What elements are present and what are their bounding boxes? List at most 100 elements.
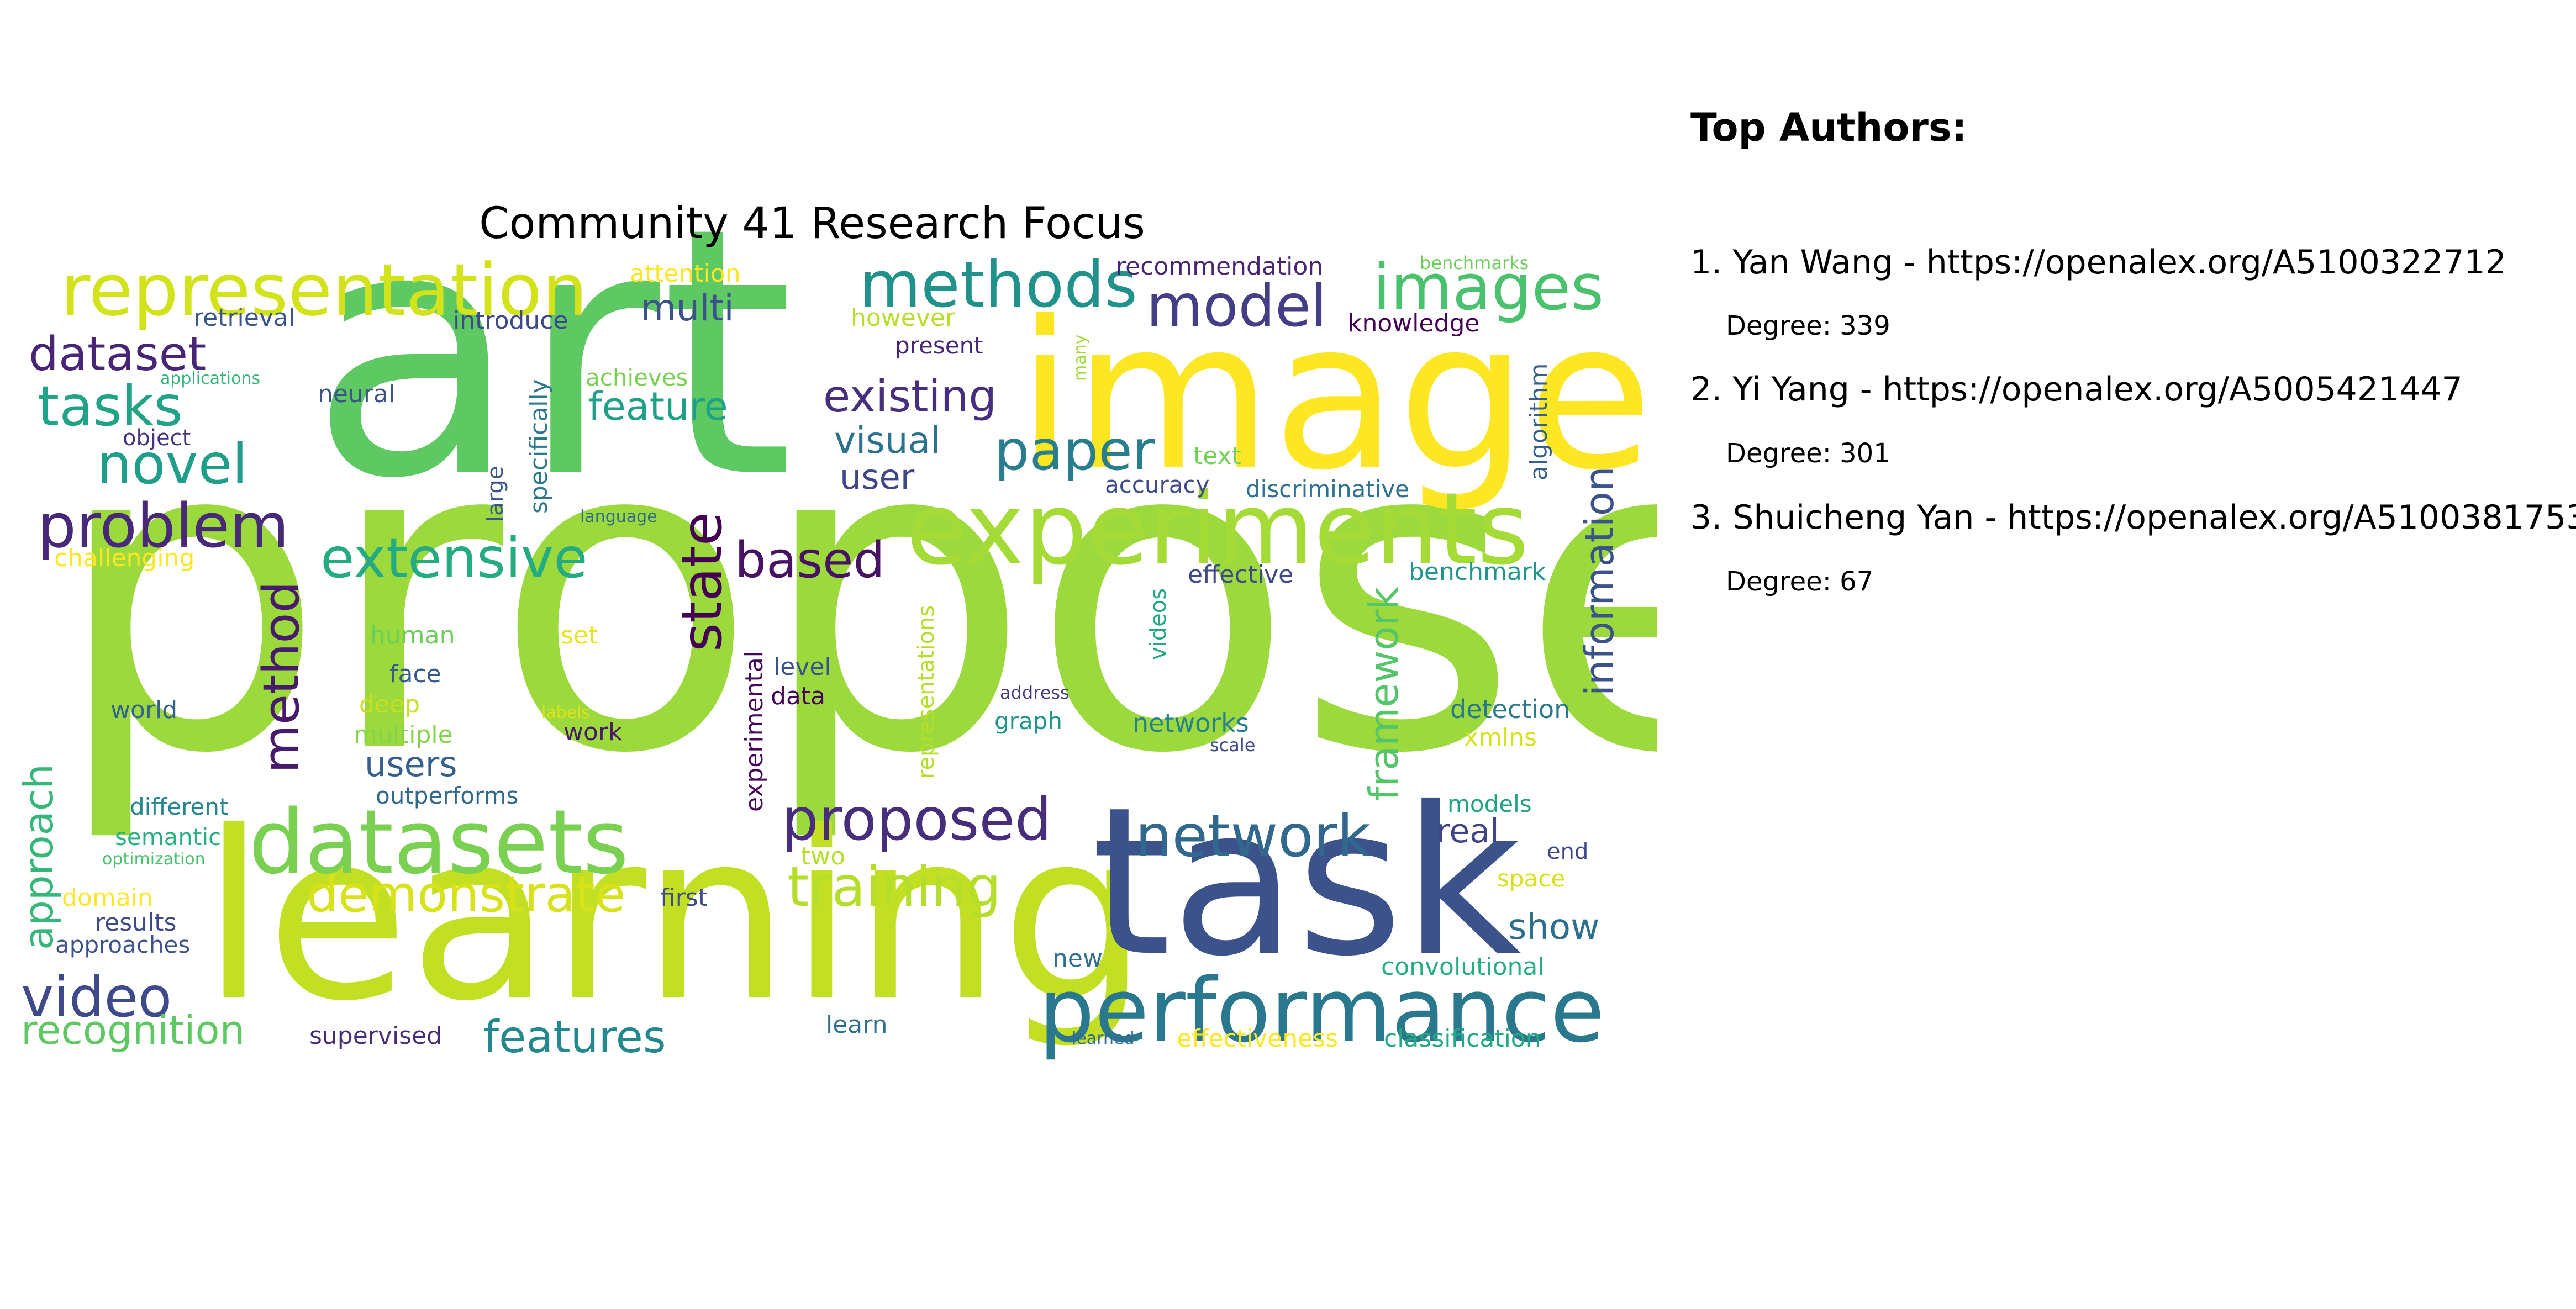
word-introduce: introduce: [453, 307, 568, 335]
word-show: show: [1508, 907, 1599, 948]
word-graph: graph: [994, 708, 1062, 735]
word-space: space: [1497, 865, 1565, 892]
word-scale: scale: [1210, 735, 1255, 756]
word-supervised: supervised: [309, 1022, 442, 1050]
word-labels: labels: [541, 703, 590, 722]
word-accuracy: accuracy: [1105, 471, 1210, 498]
word-level: level: [773, 653, 831, 681]
top-authors-heading: Top Authors:: [1690, 105, 1967, 150]
word-challenging: challenging: [54, 544, 194, 572]
word-different: different: [130, 793, 228, 820]
word-datasets: datasets: [249, 790, 629, 894]
word-new: new: [1052, 944, 1103, 973]
word-learned: learned: [1072, 1029, 1135, 1048]
word-models: models: [1447, 790, 1532, 817]
word-convolutional: convolutional: [1381, 953, 1545, 981]
word-experimental: experimental: [740, 651, 768, 812]
word-set: set: [561, 621, 598, 650]
word-work: work: [563, 718, 623, 746]
word-retrieval: retrieval: [193, 304, 295, 332]
word-domain: domain: [62, 884, 153, 912]
word-visual: visual: [834, 419, 940, 462]
word-object: object: [123, 425, 191, 451]
word-tasks: tasks: [38, 374, 183, 439]
word-data: data: [771, 682, 825, 710]
word-two: two: [801, 842, 845, 870]
word-algorithm: algorithm: [1525, 363, 1553, 481]
word-human: human: [370, 621, 455, 650]
word-method: method: [252, 581, 310, 773]
author-line-1: 1. Yan Wang - https://openalex.org/A5100…: [1690, 243, 2506, 282]
author-degree-2: Degree: 301: [1726, 438, 1890, 469]
word-present: present: [895, 332, 983, 359]
word-users: users: [365, 744, 457, 784]
word-network: network: [1135, 803, 1371, 870]
word-model: model: [1146, 272, 1327, 340]
chart-title: Community 41 Research Focus: [479, 199, 1145, 249]
word-based: based: [735, 531, 885, 589]
word-classification: classification: [1384, 1025, 1541, 1053]
word-world: world: [110, 696, 177, 724]
word-methods: methods: [859, 248, 1137, 322]
word-proposed: proposed: [782, 786, 1052, 853]
word-xmlns: xmlns: [1464, 724, 1537, 752]
word-multi: multi: [641, 287, 734, 329]
word-images: images: [1373, 251, 1604, 325]
word-face: face: [389, 660, 441, 688]
word-multiple: multiple: [354, 721, 453, 749]
author-degree-1: Degree: 339: [1726, 310, 1890, 341]
word-real: real: [1436, 812, 1499, 851]
word-experiments: experiments: [906, 472, 1529, 587]
word-text: text: [1193, 442, 1241, 470]
word-language: language: [580, 507, 657, 526]
word-specifically: specifically: [525, 379, 553, 514]
word-many: many: [1071, 335, 1090, 381]
word-semantic: semantic: [115, 824, 221, 851]
word-recommendation: recommendation: [1116, 252, 1323, 281]
word-existing: existing: [823, 371, 997, 422]
word-video: video: [21, 965, 172, 1030]
word-detection: detection: [1450, 694, 1570, 724]
author-line-2: 2. Yi Yang - https://openalex.org/A50054…: [1690, 370, 2463, 409]
word-outperforms: outperforms: [376, 782, 518, 809]
word-training: training: [787, 854, 1001, 919]
word-recognition: recognition: [21, 1007, 245, 1053]
word-problem: problem: [38, 490, 289, 561]
word-end: end: [1547, 839, 1588, 864]
word-effective: effective: [1188, 561, 1293, 589]
word-results: results: [95, 909, 176, 937]
word-learn: learn: [826, 1011, 887, 1039]
word-effectiveness: effectiveness: [1177, 1025, 1338, 1053]
word-achieves: achieves: [586, 364, 688, 391]
word-optimization: optimization: [102, 849, 206, 869]
word-state: state: [670, 512, 734, 652]
word-representation: representation: [61, 248, 587, 332]
word-neural: neural: [318, 380, 395, 408]
word-performance: performance: [1039, 959, 1605, 1062]
word-features: features: [483, 1011, 666, 1063]
word-approaches: approaches: [55, 931, 190, 958]
word-benchmark: benchmark: [1409, 558, 1546, 586]
word-information: information: [1576, 466, 1622, 696]
word-address: address: [1000, 682, 1070, 703]
word-dataset: dataset: [29, 327, 206, 382]
word-knowledge: knowledge: [1348, 309, 1480, 337]
word-task: task: [1091, 764, 1521, 1001]
word-applications: applications: [160, 369, 260, 388]
word-videos: videos: [1146, 588, 1171, 660]
word-novel: novel: [97, 432, 247, 497]
word-learning: learning: [202, 782, 1148, 1052]
word-approach: approach: [15, 764, 62, 950]
word-discriminative: discriminative: [1246, 476, 1409, 503]
word-deep: deep: [359, 690, 420, 719]
word-representations: representations: [914, 605, 939, 779]
author-degree-3: Degree: 67: [1726, 566, 1874, 597]
word-paper: paper: [994, 418, 1156, 483]
author-line-3: 3. Shuicheng Yan - https://openalex.org/…: [1690, 498, 2576, 537]
word-however: however: [851, 304, 956, 332]
word-propose: propose: [52, 346, 1657, 847]
word-feature: feature: [588, 384, 728, 429]
word-user: user: [840, 457, 915, 497]
word-large: large: [483, 466, 508, 522]
